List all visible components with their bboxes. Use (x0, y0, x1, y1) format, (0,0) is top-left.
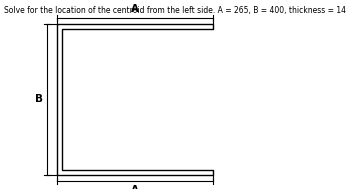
Text: A: A (131, 185, 139, 189)
Text: Solve for the location of the centroid from the left side. A = 265, B = 400, thi: Solve for the location of the centroid f… (4, 6, 345, 15)
Text: B: B (35, 94, 43, 105)
Text: A: A (131, 4, 139, 14)
